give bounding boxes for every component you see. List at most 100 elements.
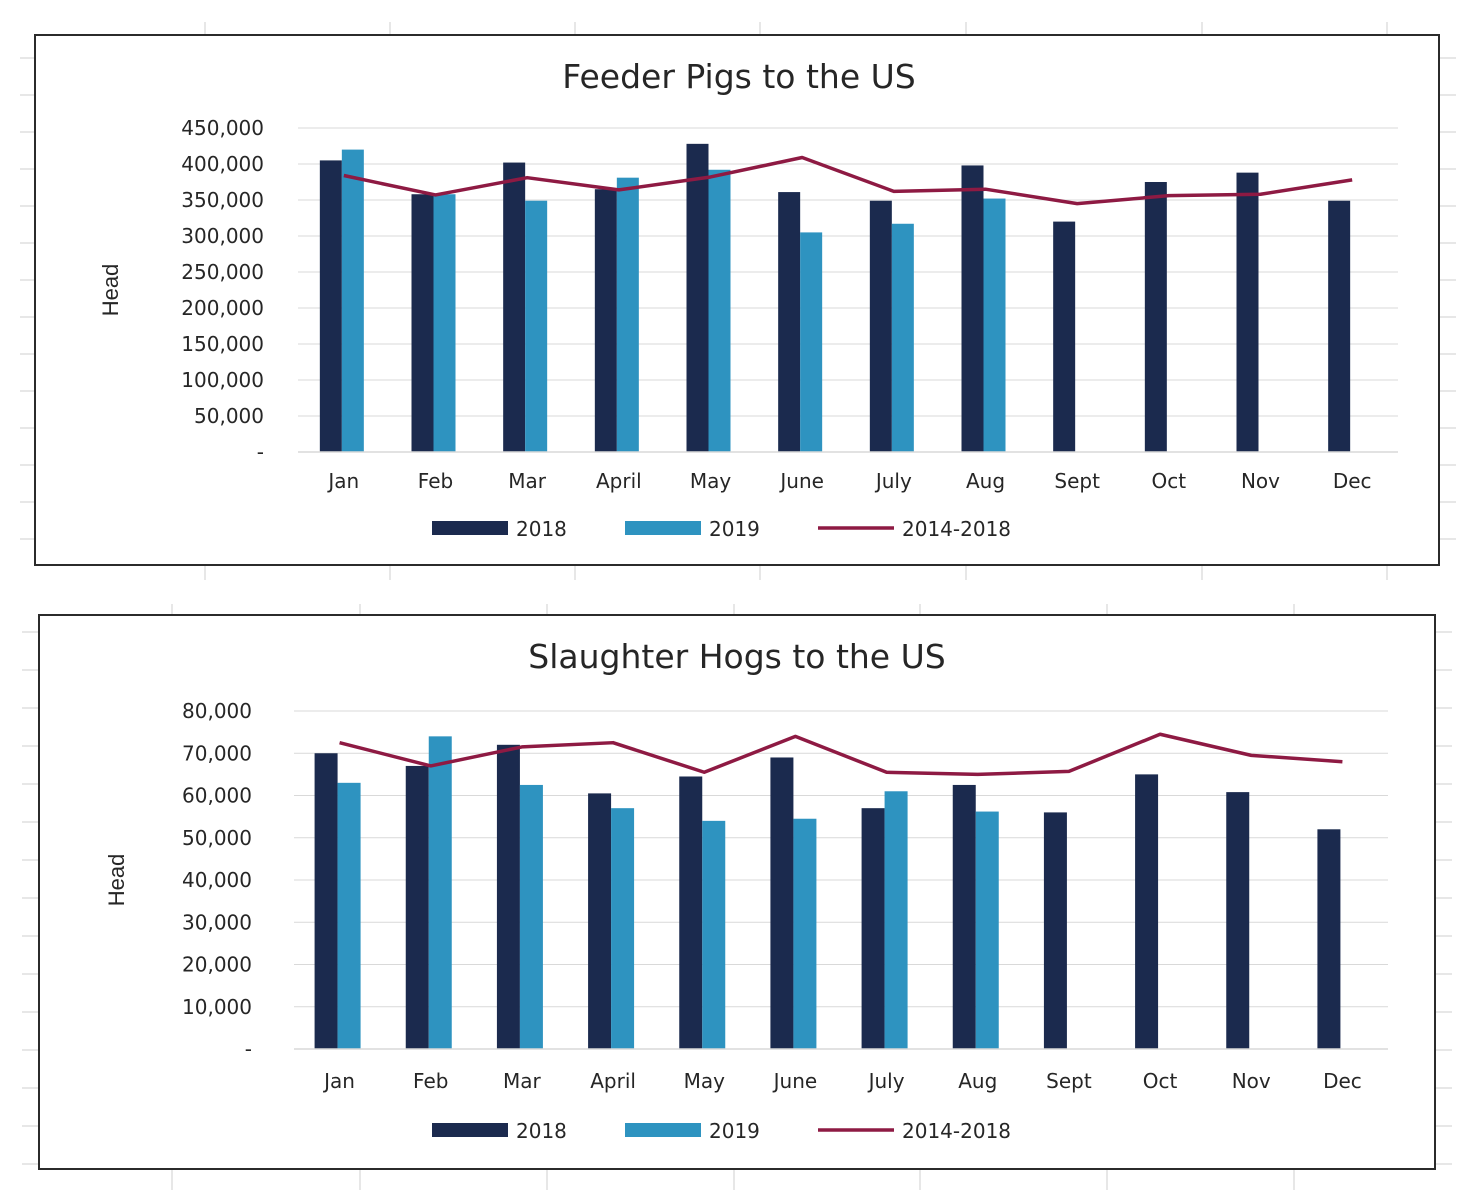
y-tick-label: 10,000 [182, 995, 252, 1019]
legend-swatch [432, 521, 508, 535]
bar-2018-sept [1053, 222, 1075, 452]
bar-2019-may [702, 821, 725, 1049]
legend-swatch [625, 521, 701, 535]
y-tick-label: 100,000 [181, 368, 264, 392]
bar-2019-feb [429, 736, 452, 1049]
y-tick-label: 350,000 [181, 188, 264, 212]
y-tick-label: - [257, 440, 264, 464]
x-tick-label: Nov [1241, 469, 1280, 493]
y-tick-label: 250,000 [181, 260, 264, 284]
x-tick-label: Sept [1054, 469, 1100, 493]
x-tick-label: Jan [322, 1069, 355, 1093]
y-axis-title: Head [104, 854, 129, 907]
x-tick-label: Oct [1143, 1069, 1178, 1093]
legend-label: 2014-2018 [902, 1119, 1011, 1143]
x-tick-label: Nov [1232, 1069, 1271, 1093]
bar-2018-mar [503, 163, 525, 452]
bar-2018-jan [320, 160, 342, 452]
x-tick-label: April [596, 469, 642, 493]
y-tick-label: 30,000 [182, 910, 252, 934]
x-tick-label: Oct [1152, 469, 1187, 493]
bar-2018-jan [315, 753, 338, 1049]
x-tick-label: July [867, 1069, 905, 1093]
y-tick-label: 50,000 [194, 404, 264, 428]
bar-2018-may [679, 776, 702, 1049]
bar-2019-jan [338, 783, 361, 1049]
bar-2018-oct [1145, 182, 1167, 452]
y-tick-label: 40,000 [182, 868, 252, 892]
bar-2019-april [611, 808, 634, 1049]
y-tick-label: 150,000 [181, 332, 264, 356]
bar-2018-june [778, 192, 800, 452]
bar-2019-aug [984, 199, 1006, 452]
y-tick-label: 50,000 [182, 826, 252, 850]
bar-2019-mar [525, 201, 547, 452]
legend-label: 2019 [709, 1119, 760, 1143]
x-tick-label: May [684, 1069, 726, 1093]
bar-2019-june [793, 819, 816, 1049]
bar-2018-dec [1317, 829, 1340, 1049]
y-tick-label: 300,000 [181, 224, 264, 248]
x-tick-label: Aug [966, 469, 1005, 493]
x-tick-label: July [874, 469, 912, 493]
x-tick-label: Feb [418, 469, 453, 493]
legend-label: 2014-2018 [902, 517, 1011, 541]
x-tick-label: Dec [1323, 1069, 1362, 1093]
x-tick-label: Aug [958, 1069, 997, 1093]
legend-item-2014-2018: 2014-2018 [818, 517, 1011, 541]
y-tick-label: - [245, 1037, 252, 1061]
y-tick-label: 400,000 [181, 152, 264, 176]
x-tick-label: April [590, 1069, 636, 1093]
bar-2018-april [588, 793, 611, 1049]
y-axis-title: Head [98, 264, 123, 317]
y-tick-label: 200,000 [181, 296, 264, 320]
legend-swatch [432, 1123, 508, 1137]
legend-item-2019: 2019 [625, 517, 760, 541]
bar-2018-sept [1044, 812, 1067, 1049]
bar-2019-june [800, 232, 822, 452]
bar-2019-feb [434, 194, 456, 452]
bar-2018-aug [953, 785, 976, 1049]
bar-2018-oct [1135, 774, 1158, 1049]
slaughter-hogs-chart-svg: Slaughter Hogs to the US - 10,000 20,000 30,… [40, 616, 1434, 1168]
x-tick-label: Jan [326, 469, 359, 493]
x-tick-label: Mar [508, 469, 547, 493]
bar-2018-mar [497, 745, 520, 1049]
legend-item-2018: 2018 [432, 1119, 567, 1143]
x-tick-label: Dec [1333, 469, 1372, 493]
legend-item-2018: 2018 [432, 517, 567, 541]
bar-2018-nov [1226, 792, 1249, 1049]
y-tick-label: 20,000 [182, 953, 252, 977]
legend-item-2019: 2019 [625, 1119, 760, 1143]
x-tick-label: June [772, 1069, 818, 1093]
legend-label: 2019 [709, 517, 760, 541]
bar-2019-april [617, 178, 639, 452]
chart-title: Feeder Pigs to the US [562, 57, 915, 96]
bar-2018-july [862, 808, 885, 1049]
legend-label: 2018 [516, 1119, 567, 1143]
legend-item-2014-2018: 2014-2018 [818, 1119, 1011, 1143]
bar-2018-april [595, 189, 617, 452]
x-tick-label: Sept [1046, 1069, 1092, 1093]
feeder-pigs-chart[interactable]: Feeder Pigs to the US - 50,000 100,000 150,0… [34, 34, 1440, 566]
line-2014-2018 [340, 734, 1343, 774]
bar-2018-aug [962, 165, 984, 452]
bar-2019-mar [520, 785, 543, 1049]
bar-2019-aug [976, 812, 999, 1049]
bar-2019-may [709, 170, 731, 452]
bar-2018-feb [412, 194, 434, 452]
bar-2019-july [885, 791, 908, 1049]
chart-title: Slaughter Hogs to the US [528, 637, 945, 676]
y-tick-label: 60,000 [182, 784, 252, 808]
x-tick-label: Mar [503, 1069, 542, 1093]
feeder-pigs-chart-svg: Feeder Pigs to the US - 50,000 100,000 150,0… [36, 36, 1438, 564]
legend-label: 2018 [516, 517, 567, 541]
bar-2018-feb [406, 766, 429, 1049]
x-tick-label: Feb [413, 1069, 448, 1093]
bar-2019-july [892, 224, 914, 452]
y-tick-label: 450,000 [181, 116, 264, 140]
y-tick-label: 70,000 [182, 741, 252, 765]
slaughter-hogs-chart[interactable]: Slaughter Hogs to the US - 10,000 20,000 30,… [38, 614, 1436, 1170]
bar-2018-june [770, 757, 793, 1049]
legend-swatch [625, 1123, 701, 1137]
